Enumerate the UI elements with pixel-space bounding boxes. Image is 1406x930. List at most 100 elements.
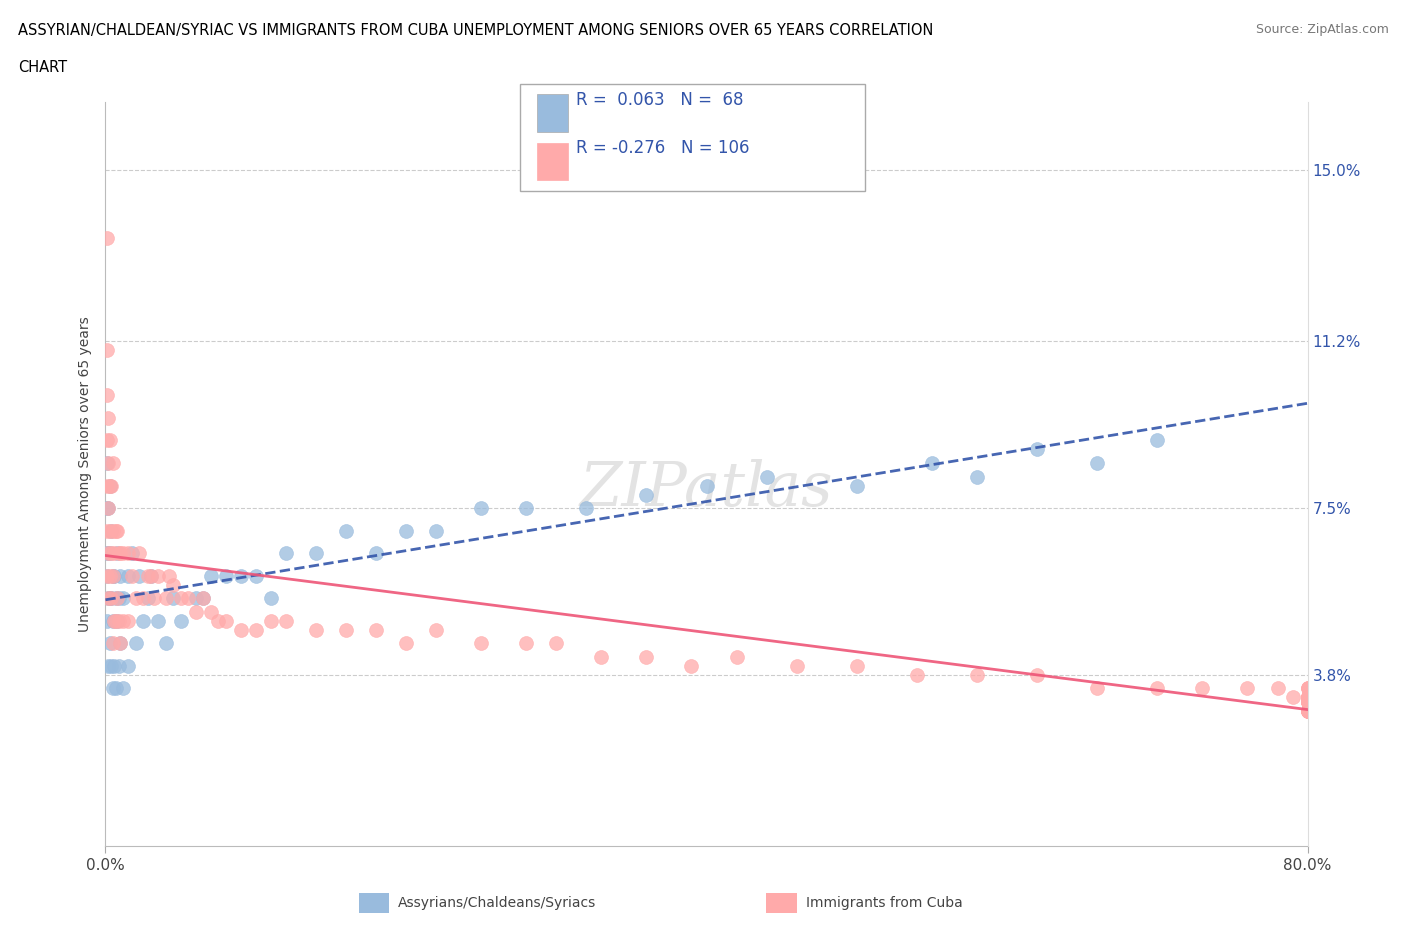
Point	[1296, 704, 1319, 719]
Point	[1296, 704, 1319, 719]
Point	[1267, 681, 1289, 696]
Point	[97, 591, 120, 605]
Point	[117, 568, 139, 583]
Point	[142, 591, 165, 605]
Point	[1026, 668, 1049, 683]
Point	[96, 433, 118, 448]
Point	[1296, 695, 1319, 710]
Point	[117, 614, 139, 629]
Point	[121, 546, 143, 561]
Point	[98, 591, 121, 605]
Point	[98, 433, 121, 448]
Point	[97, 500, 120, 515]
Point	[117, 546, 139, 561]
Point	[191, 591, 214, 605]
Point	[364, 546, 387, 561]
Point	[1296, 704, 1319, 719]
Point	[1281, 690, 1303, 705]
Point	[470, 500, 492, 515]
Point	[1296, 704, 1319, 719]
Point	[103, 546, 125, 561]
Point	[112, 681, 135, 696]
Point	[108, 546, 131, 561]
Point	[97, 456, 120, 471]
Point	[169, 591, 191, 605]
Point	[121, 568, 143, 583]
Point	[177, 591, 200, 605]
Point	[966, 668, 988, 683]
Point	[104, 591, 127, 605]
Point	[146, 568, 169, 583]
Point	[101, 568, 124, 583]
Point	[96, 230, 118, 245]
Point	[100, 478, 122, 493]
Point	[136, 568, 159, 583]
Point	[1296, 695, 1319, 710]
Text: Assyrians/Chaldeans/Syriacs: Assyrians/Chaldeans/Syriacs	[398, 896, 596, 910]
Y-axis label: Unemployment Among Seniors over 65 years: Unemployment Among Seniors over 65 years	[77, 316, 91, 632]
Point	[1296, 695, 1319, 710]
Point	[1236, 681, 1258, 696]
Point	[96, 456, 118, 471]
Point	[1296, 704, 1319, 719]
Point	[1296, 690, 1319, 705]
Point	[364, 622, 387, 637]
Point	[108, 658, 131, 673]
Point	[229, 622, 252, 637]
Point	[98, 524, 121, 538]
Point	[155, 636, 177, 651]
Point	[128, 568, 150, 583]
Point	[681, 658, 703, 673]
Point	[107, 546, 129, 561]
Point	[395, 636, 418, 651]
Point	[101, 524, 124, 538]
Point	[200, 604, 222, 619]
Point	[207, 614, 229, 629]
Point	[1296, 695, 1319, 710]
Point	[1296, 695, 1319, 710]
Point	[110, 546, 132, 561]
Point	[1296, 690, 1319, 705]
Point	[96, 524, 118, 538]
Text: Source: ZipAtlas.com: Source: ZipAtlas.com	[1256, 23, 1389, 36]
Point	[96, 614, 118, 629]
Point	[136, 591, 159, 605]
Point	[214, 614, 236, 629]
Point	[98, 478, 121, 493]
Point	[591, 649, 613, 664]
Point	[845, 658, 868, 673]
Point	[905, 668, 928, 683]
Point	[100, 546, 122, 561]
Point	[636, 487, 658, 502]
Point	[305, 546, 328, 561]
Point	[155, 591, 177, 605]
Point	[101, 681, 124, 696]
Point	[128, 546, 150, 561]
Point	[96, 546, 118, 561]
Point	[97, 658, 120, 673]
Point	[1296, 695, 1319, 710]
Point	[96, 500, 118, 515]
Point	[696, 478, 718, 493]
Point	[101, 568, 124, 583]
Point	[96, 568, 118, 583]
Point	[184, 604, 207, 619]
Point	[108, 591, 131, 605]
Point	[921, 456, 943, 471]
Point	[107, 591, 129, 605]
Point	[162, 578, 184, 592]
Point	[1296, 690, 1319, 705]
Point	[124, 636, 146, 651]
Point	[162, 591, 184, 605]
Point	[97, 546, 120, 561]
Point	[1085, 681, 1108, 696]
Point	[245, 622, 267, 637]
Text: ASSYRIAN/CHALDEAN/SYRIAC VS IMMIGRANTS FROM CUBA UNEMPLOYMENT AMONG SENIORS OVER: ASSYRIAN/CHALDEAN/SYRIAC VS IMMIGRANTS F…	[18, 23, 934, 38]
Point	[1296, 690, 1319, 705]
Point	[1296, 681, 1319, 696]
Point	[636, 649, 658, 664]
Point	[100, 524, 122, 538]
Point	[214, 568, 236, 583]
Point	[470, 636, 492, 651]
Point	[103, 658, 125, 673]
